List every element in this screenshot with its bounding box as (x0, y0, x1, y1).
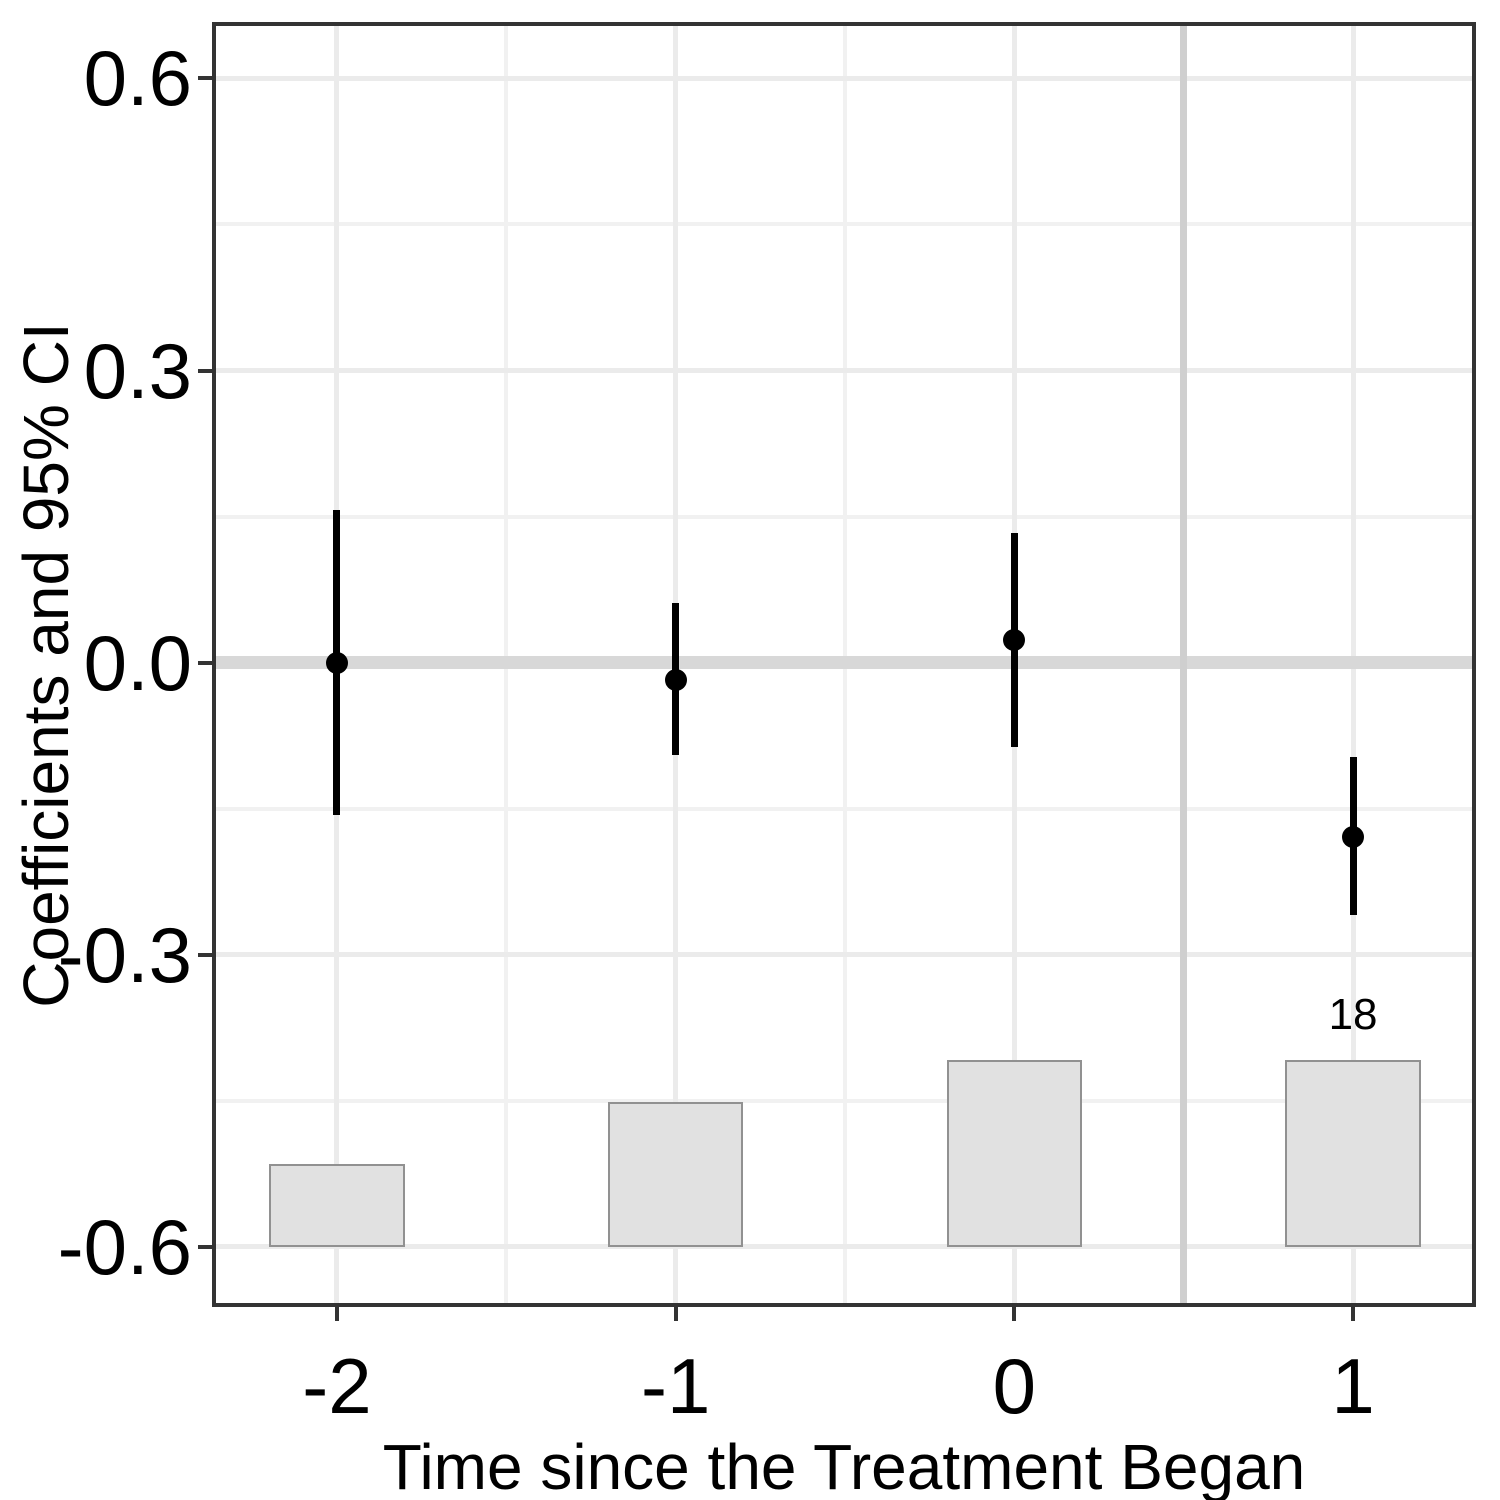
point-estimate (1342, 825, 1365, 848)
y-tick-mark (198, 660, 212, 665)
gridline-y-minor (212, 806, 1476, 811)
y-tick-label: -0.3 (57, 910, 192, 999)
y-tick-mark (198, 952, 212, 957)
gridline-y-minor (212, 1098, 1476, 1103)
plot-panel: 18 (212, 22, 1476, 1307)
y-axis-title: Coefficients and 95% CI (10, 321, 82, 1008)
y-tick-label: 0.0 (83, 618, 192, 707)
observation-bar (269, 1163, 405, 1247)
y-tick-mark (198, 76, 212, 81)
y-tick-mark (198, 1244, 212, 1249)
point-estimate (664, 669, 687, 692)
treatment-start-line (1180, 22, 1188, 1307)
y-tick-label: -0.6 (57, 1202, 192, 1291)
gridline-y-major (212, 75, 1476, 81)
gridline-y-major (212, 952, 1476, 958)
x-axis-title: Time since the Treatment Began (382, 1431, 1306, 1500)
y-tick-mark (198, 368, 212, 373)
x-tick-mark (334, 1307, 339, 1321)
x-tick-mark (673, 1307, 678, 1321)
observation-bar (1285, 1059, 1421, 1247)
gridline-y-major (212, 368, 1476, 373)
observation-bar (607, 1101, 744, 1247)
count-label: 18 (1328, 989, 1378, 1039)
y-tick-label: 0.3 (83, 326, 192, 415)
gridline-y-minor (212, 514, 1476, 519)
point-estimate (325, 651, 348, 674)
x-tick-label: -2 (302, 1342, 372, 1430)
x-tick-label: 0 (992, 1342, 1037, 1430)
observation-bar (946, 1059, 1083, 1247)
gridline-y-major (212, 1244, 1476, 1250)
y-tick-label: 0.6 (83, 34, 192, 123)
gridline-y-minor (212, 222, 1476, 227)
x-tick-label: 1 (1331, 1342, 1375, 1430)
x-tick-label: -1 (640, 1342, 711, 1430)
zero-reference-line (212, 656, 1476, 670)
point-estimate (1003, 629, 1026, 652)
x-tick-mark (1351, 1307, 1356, 1321)
x-tick-mark (1012, 1307, 1017, 1321)
